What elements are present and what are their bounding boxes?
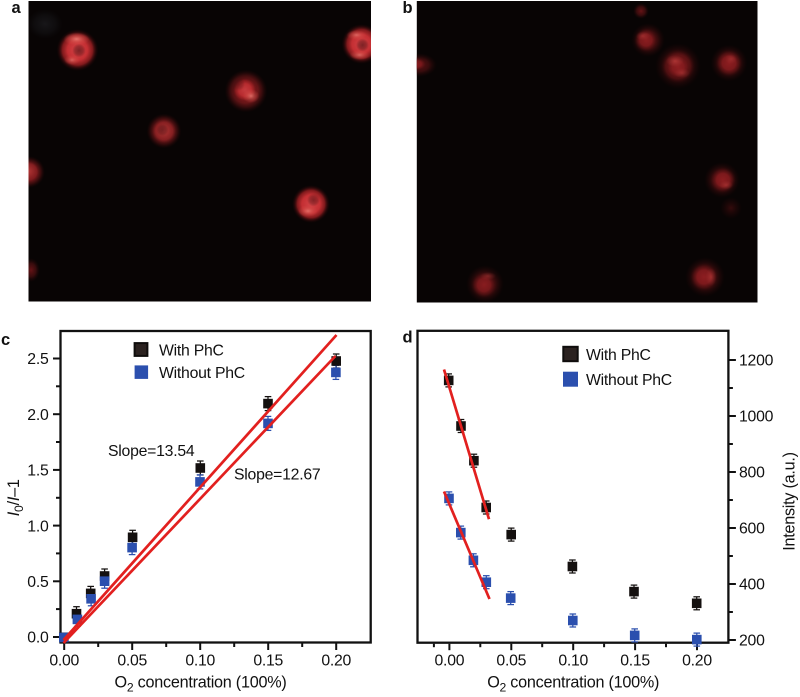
svg-text:With PhC: With PhC (159, 343, 224, 360)
svg-text:b: b (403, 0, 413, 17)
svg-text:400: 400 (739, 577, 765, 594)
svg-text:0.05: 0.05 (496, 653, 526, 670)
svg-text:1000: 1000 (739, 409, 774, 426)
svg-text:0.20: 0.20 (682, 653, 712, 670)
svg-text:0.5: 0.5 (27, 574, 49, 591)
svg-text:Intensity (a.u.): Intensity (a.u.) (781, 452, 799, 551)
svg-text:2.0: 2.0 (27, 407, 49, 424)
svg-text:0.15: 0.15 (253, 653, 283, 670)
svg-text:c: c (1, 331, 10, 349)
svg-text:Slope=12.67: Slope=12.67 (234, 467, 320, 484)
svg-text:Without PhC: Without PhC (586, 372, 672, 389)
svg-text:0.15: 0.15 (620, 653, 650, 670)
svg-text:1.5: 1.5 (27, 463, 49, 480)
svg-text:600: 600 (739, 521, 765, 538)
svg-text:0.20: 0.20 (321, 653, 351, 670)
svg-text:1.0: 1.0 (27, 518, 49, 535)
svg-text:O2 concentration (100%): O2 concentration (100%) (115, 674, 287, 695)
svg-text:With PhC: With PhC (586, 347, 651, 364)
svg-text:0.10: 0.10 (185, 653, 215, 670)
svg-text:a: a (12, 0, 22, 17)
svg-text:0.05: 0.05 (117, 653, 147, 670)
svg-text:0.10: 0.10 (558, 653, 588, 670)
svg-text:0.00: 0.00 (49, 653, 79, 670)
svg-text:200: 200 (739, 633, 765, 650)
svg-text:0.00: 0.00 (435, 653, 465, 670)
svg-text:Slope=13.54: Slope=13.54 (108, 443, 195, 460)
svg-text:I0/I–1: I0/I–1 (5, 479, 26, 516)
svg-text:d: d (403, 329, 413, 347)
svg-text:1200: 1200 (739, 353, 774, 370)
svg-text:0.0: 0.0 (27, 630, 49, 647)
svg-text:800: 800 (739, 465, 765, 482)
svg-text:O2 concentration (100%): O2 concentration (100%) (487, 674, 659, 695)
svg-text:Without PhC: Without PhC (159, 365, 245, 382)
svg-text:2.5: 2.5 (27, 351, 49, 368)
